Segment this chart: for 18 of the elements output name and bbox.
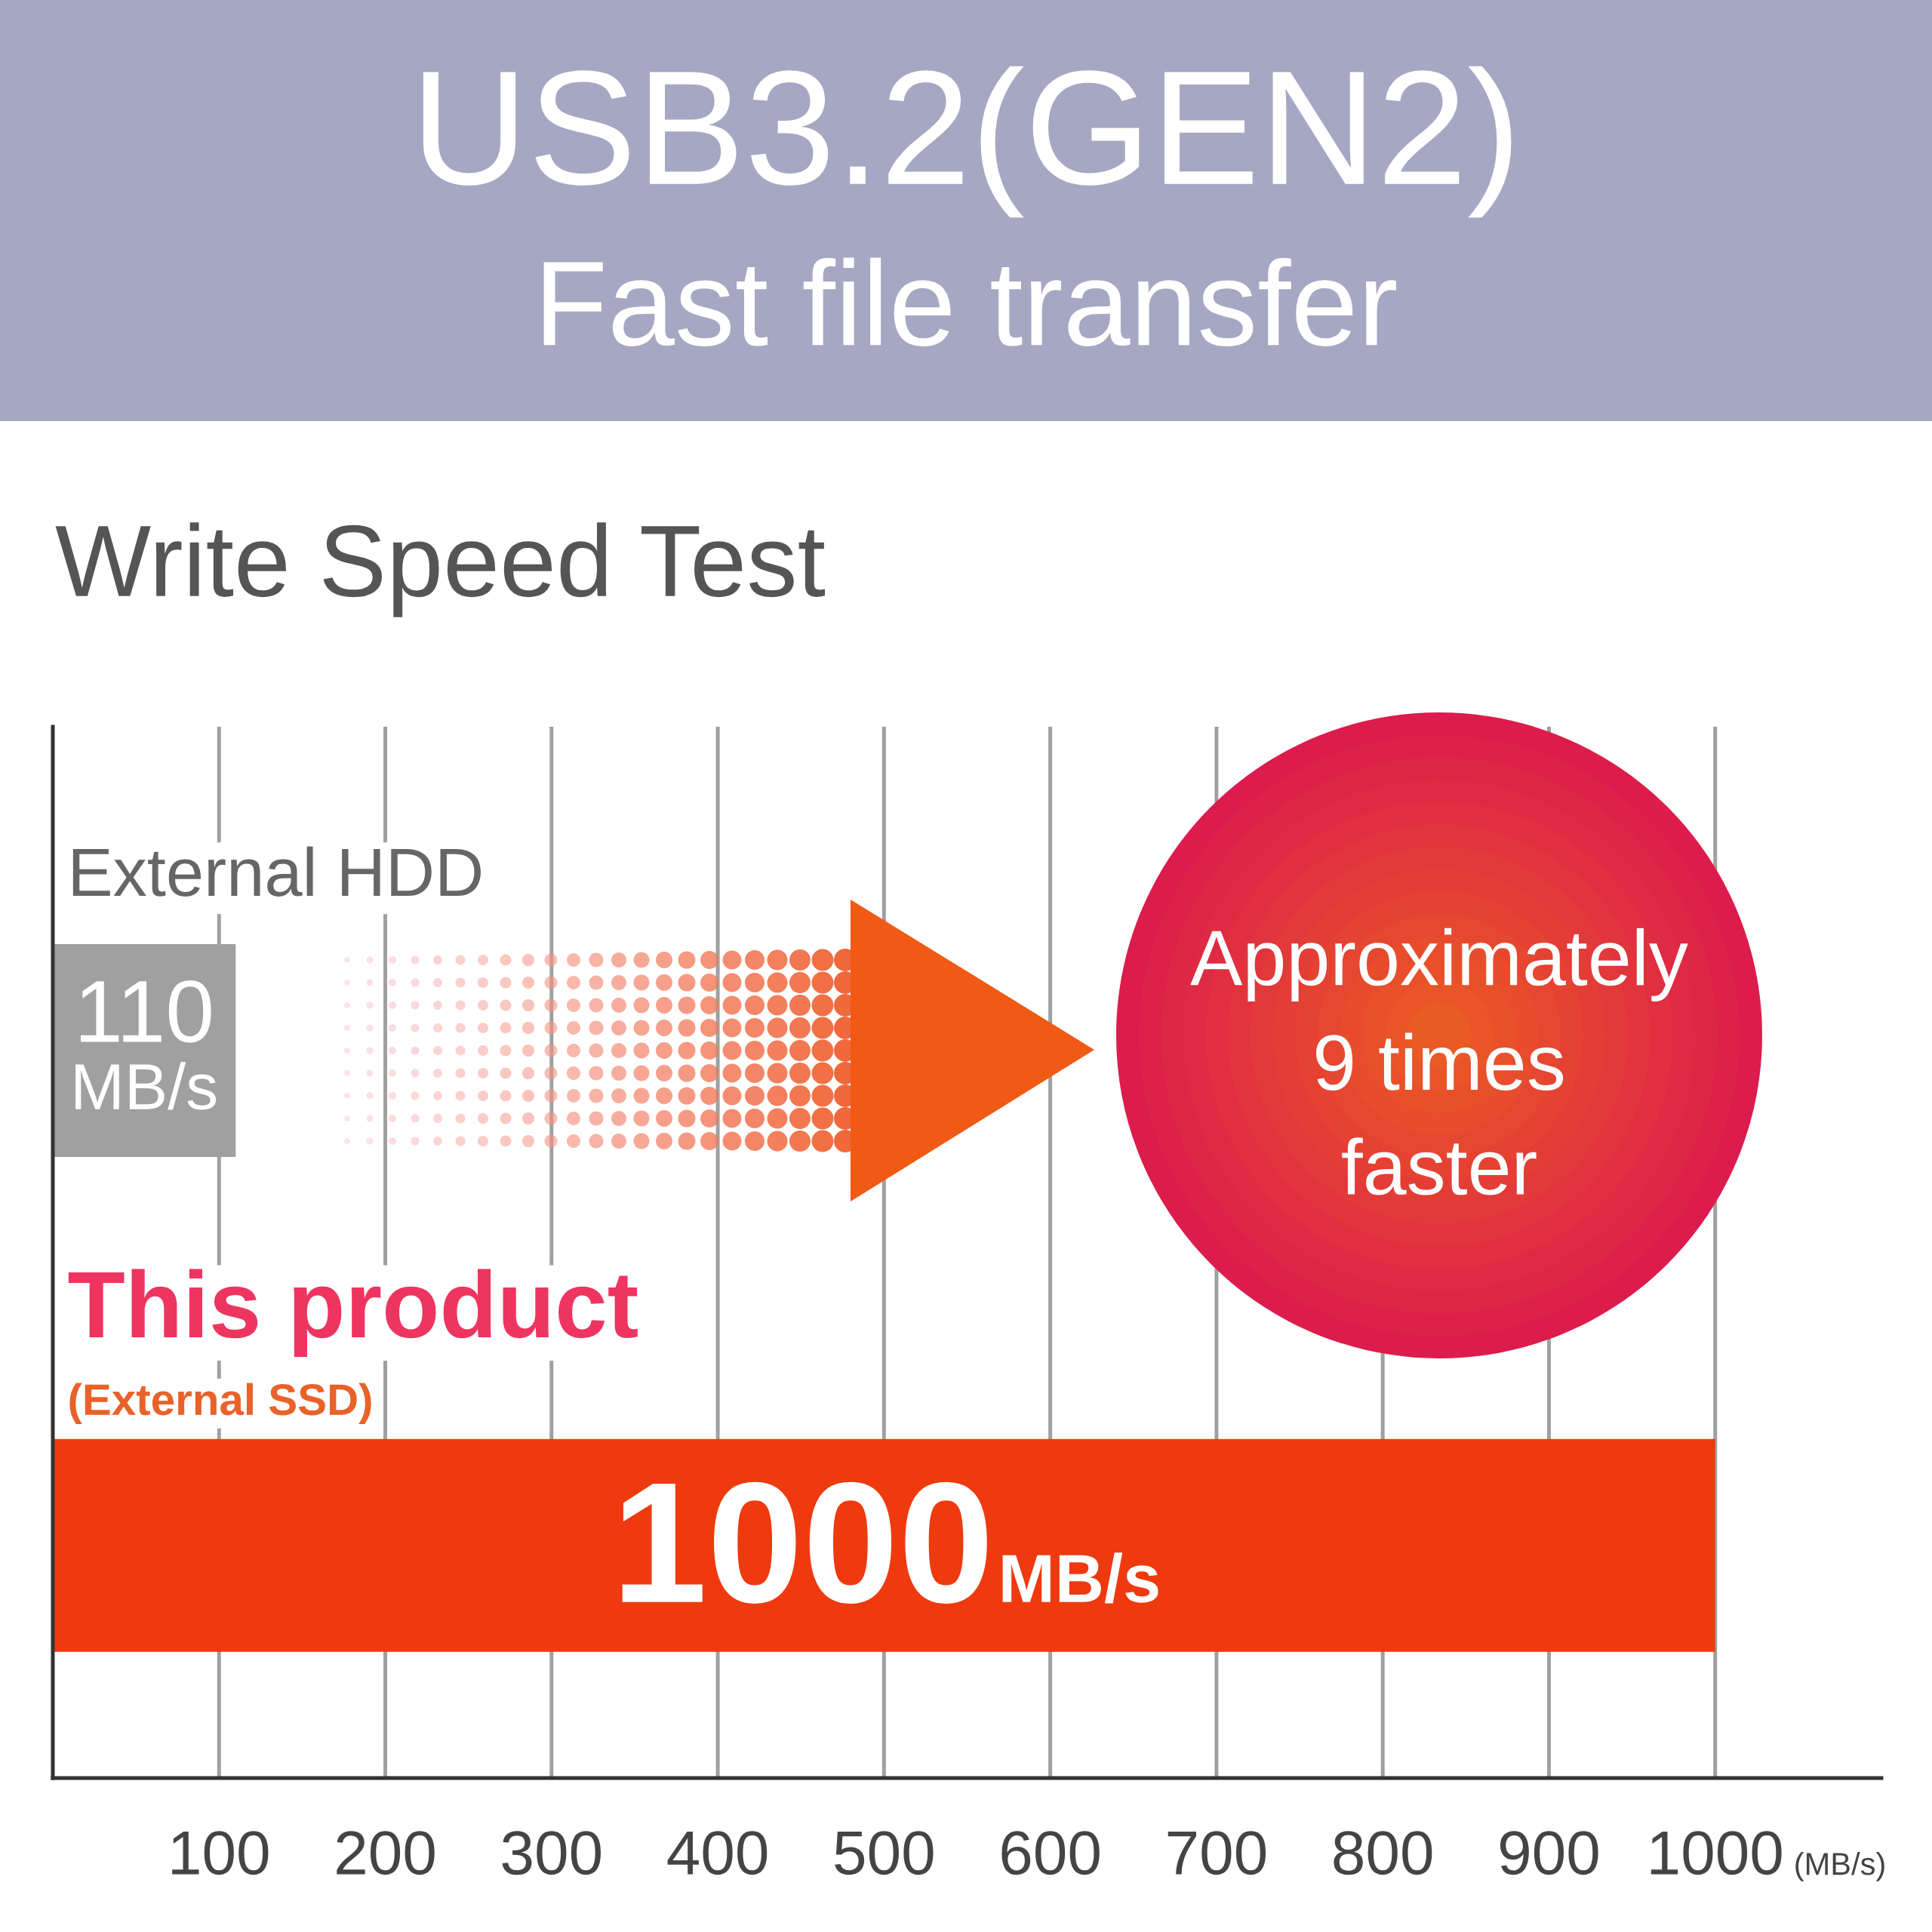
y-tick-label: This product (External SSD) xyxy=(68,1269,638,1424)
chart-title: USB3.2(GEN2) xyxy=(423,66,1512,218)
x-tick-label: 600 xyxy=(1001,1831,1100,1875)
chart-subtitle: Fast file transfer xyxy=(543,257,1396,346)
x-tick-label: 500 xyxy=(835,1831,934,1875)
x-tick-label: 400 xyxy=(667,1831,768,1875)
data-label: 110 MB/s xyxy=(75,980,217,1110)
y-tick-label: External HDD xyxy=(72,846,481,897)
x-tick-label: 200 xyxy=(337,1831,435,1875)
text: Write Speed Test xyxy=(55,522,826,617)
x-axis-title: (MB/s) xyxy=(1795,1851,1884,1881)
x-tick-label: 700 xyxy=(1168,1831,1266,1875)
x-tick-label: 300 xyxy=(502,1831,601,1875)
x-tick-label: 800 xyxy=(1334,1831,1432,1875)
x-tick-label: 1000 xyxy=(1651,1831,1782,1875)
x-tick-label: 100 xyxy=(172,1831,269,1875)
annotation: Approximately 9 times faster xyxy=(1190,928,1688,1195)
x-tick-label: 900 xyxy=(1500,1831,1598,1875)
